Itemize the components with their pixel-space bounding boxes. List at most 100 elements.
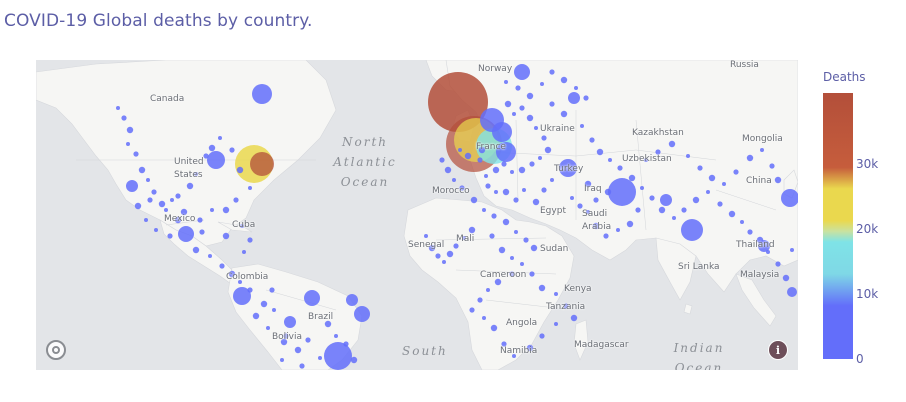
- country-bubble[interactable]: [478, 146, 486, 154]
- country-bubble[interactable]: [787, 287, 797, 297]
- country-bubble[interactable]: [756, 236, 764, 244]
- country-bubble[interactable]: [280, 358, 284, 362]
- country-bubble[interactable]: [491, 213, 497, 219]
- country-bubble[interactable]: [501, 341, 507, 347]
- country-bubble[interactable]: [170, 198, 174, 202]
- country-bubble[interactable]: [208, 254, 212, 258]
- country-bubble[interactable]: [133, 151, 139, 157]
- country-bubble[interactable]: [489, 233, 495, 239]
- country-bubble[interactable]: [442, 260, 446, 264]
- country-bubble[interactable]: [444, 166, 452, 174]
- country-bubble[interactable]: [452, 178, 456, 182]
- country-bubble[interactable]: [446, 250, 454, 258]
- country-bubble[interactable]: [459, 185, 465, 191]
- country-bubble[interactable]: [775, 261, 781, 267]
- country-bubble[interactable]: [194, 172, 198, 176]
- country-bubble[interactable]: [284, 316, 296, 328]
- bubble-layer[interactable]: [116, 64, 798, 370]
- country-bubble[interactable]: [626, 220, 634, 228]
- country-bubble[interactable]: [164, 208, 168, 212]
- country-bubble[interactable]: [540, 82, 544, 86]
- country-bubble[interactable]: [283, 333, 289, 339]
- country-bubble[interactable]: [343, 341, 349, 347]
- country-bubble[interactable]: [247, 237, 253, 243]
- country-bubble[interactable]: [126, 142, 130, 146]
- country-bubble[interactable]: [219, 263, 225, 269]
- country-bubble[interactable]: [580, 124, 584, 128]
- country-bubble[interactable]: [616, 228, 620, 232]
- country-bubble[interactable]: [514, 230, 518, 234]
- country-bubble[interactable]: [583, 95, 589, 101]
- country-bubble[interactable]: [655, 149, 661, 155]
- country-bubble[interactable]: [464, 152, 472, 160]
- country-bubble[interactable]: [774, 176, 782, 184]
- country-bubble[interactable]: [294, 346, 302, 354]
- country-bubble[interactable]: [147, 197, 153, 203]
- country-bubble[interactable]: [640, 186, 644, 190]
- country-bubble[interactable]: [544, 146, 552, 154]
- country-bubble[interactable]: [584, 180, 592, 188]
- country-bubble[interactable]: [272, 308, 276, 312]
- country-bubble[interactable]: [126, 126, 134, 134]
- country-bubble[interactable]: [708, 174, 716, 182]
- country-bubble[interactable]: [346, 294, 358, 306]
- country-bubble[interactable]: [197, 217, 203, 223]
- country-bubble[interactable]: [242, 250, 246, 254]
- country-bubble[interactable]: [560, 110, 568, 118]
- country-bubble[interactable]: [269, 287, 275, 293]
- country-bubble[interactable]: [628, 174, 636, 182]
- country-bubble[interactable]: [477, 157, 483, 163]
- country-bubble[interactable]: [593, 197, 599, 203]
- country-bubble[interactable]: [354, 306, 370, 322]
- country-bubble[interactable]: [494, 278, 502, 286]
- country-bubble[interactable]: [424, 234, 428, 238]
- country-bubble[interactable]: [769, 163, 775, 169]
- country-bubble[interactable]: [747, 229, 753, 235]
- country-bubble[interactable]: [350, 356, 358, 364]
- country-bubble[interactable]: [549, 69, 555, 75]
- country-bubble[interactable]: [146, 178, 150, 182]
- country-bubble[interactable]: [563, 303, 569, 309]
- country-bubble[interactable]: [697, 165, 703, 171]
- country-bubble[interactable]: [512, 354, 516, 358]
- country-bubble[interactable]: [252, 84, 272, 104]
- country-bubble[interactable]: [681, 219, 703, 241]
- country-bubble[interactable]: [280, 338, 288, 346]
- country-bubble[interactable]: [175, 193, 181, 199]
- country-bubble[interactable]: [462, 236, 466, 240]
- country-bubble[interactable]: [334, 334, 338, 338]
- country-bubble[interactable]: [236, 166, 244, 174]
- country-bubble[interactable]: [550, 178, 554, 182]
- country-bubble[interactable]: [728, 210, 736, 218]
- country-bubble[interactable]: [504, 80, 508, 84]
- country-bubble[interactable]: [498, 246, 506, 254]
- country-bubble[interactable]: [469, 307, 475, 313]
- country-bubble[interactable]: [608, 178, 636, 206]
- country-bubble[interactable]: [154, 228, 158, 232]
- country-bubble[interactable]: [560, 76, 568, 84]
- country-bubble[interactable]: [199, 229, 205, 235]
- country-bubble[interactable]: [541, 187, 547, 193]
- country-bubble[interactable]: [203, 153, 209, 159]
- country-bubble[interactable]: [458, 148, 462, 152]
- country-bubble[interactable]: [513, 197, 519, 203]
- country-bubble[interactable]: [608, 158, 612, 162]
- country-bubble[interactable]: [519, 105, 525, 111]
- country-bubble[interactable]: [766, 250, 770, 254]
- country-bubble[interactable]: [644, 158, 648, 162]
- country-bubble[interactable]: [722, 182, 726, 186]
- country-bubble[interactable]: [299, 363, 305, 369]
- country-bubble[interactable]: [568, 92, 580, 104]
- country-bubble[interactable]: [790, 248, 794, 252]
- country-bubble[interactable]: [453, 243, 459, 249]
- country-bubble[interactable]: [509, 271, 515, 277]
- country-bubble[interactable]: [496, 142, 516, 162]
- map-svg[interactable]: [36, 60, 798, 370]
- country-bubble[interactable]: [247, 287, 253, 293]
- country-bubble[interactable]: [134, 202, 142, 210]
- country-bubble[interactable]: [733, 169, 739, 175]
- country-bubble[interactable]: [167, 233, 173, 239]
- country-bubble[interactable]: [559, 159, 577, 177]
- country-bubble[interactable]: [218, 136, 222, 140]
- country-bubble[interactable]: [138, 166, 146, 174]
